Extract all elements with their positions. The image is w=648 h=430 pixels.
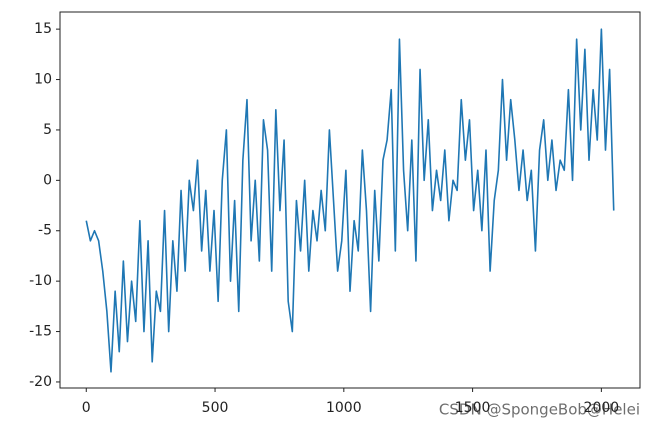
y-tick-label: -20 (29, 374, 52, 390)
y-tick-label: 0 (43, 172, 52, 188)
watermark: CSDN @SpongeBob@Helei (439, 401, 640, 419)
y-tick-label: 5 (43, 122, 52, 138)
plot-frame (59, 11, 641, 389)
x-tick-label: 500 (202, 400, 229, 416)
y-tick-label: -5 (38, 223, 52, 239)
x-tick-label: 1500 (455, 400, 491, 416)
x-tick-label: 0 (82, 400, 91, 416)
x-tick-label: 2000 (584, 400, 620, 416)
y-tick-label: -10 (29, 273, 52, 289)
y-tick-label: 15 (34, 21, 52, 37)
y-tick-label: 10 (34, 72, 52, 88)
y-tick-label: -15 (29, 324, 52, 340)
x-tick-label: 1000 (326, 400, 362, 416)
data-line (85, 28, 615, 373)
